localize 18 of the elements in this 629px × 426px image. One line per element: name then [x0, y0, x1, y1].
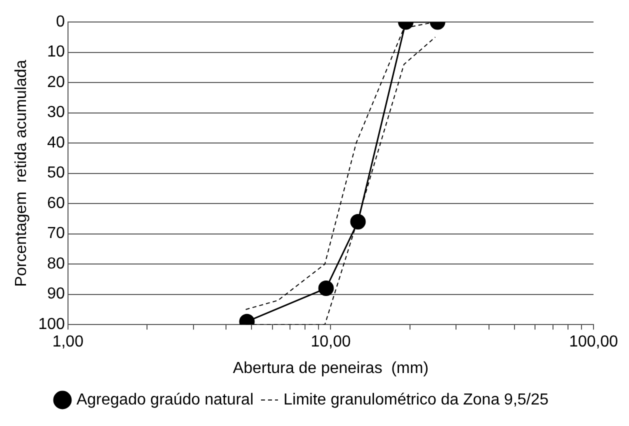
- y-tick-label: 30: [47, 104, 65, 122]
- y-tick-label: 0: [56, 13, 65, 30]
- y-tick-label: 50: [47, 164, 65, 182]
- legend-label: Limite granulométrico da Zona 9,5/25: [283, 391, 549, 408]
- y-tick-label: 20: [47, 74, 65, 91]
- y-tick-label: 100: [38, 316, 65, 334]
- x-axis-title: Abertura de peneiras (mm): [232, 360, 429, 377]
- y-tick-label: 70: [47, 225, 65, 242]
- x-tick-label: 100,00: [569, 334, 618, 351]
- y-axis-title: Porcentagem retida acumulada: [13, 60, 30, 287]
- y-tick-label: 60: [47, 194, 65, 212]
- y-tick-label: 80: [47, 255, 65, 272]
- x-tick-label: 1,00: [52, 334, 84, 351]
- x-tick-label: 10,00: [310, 334, 351, 351]
- y-tick-label: 40: [47, 134, 65, 152]
- y-tick-label: 10: [47, 44, 65, 61]
- legend-label: Agregado graúdo natural: [76, 391, 254, 408]
- y-tick-label: 90: [47, 286, 65, 303]
